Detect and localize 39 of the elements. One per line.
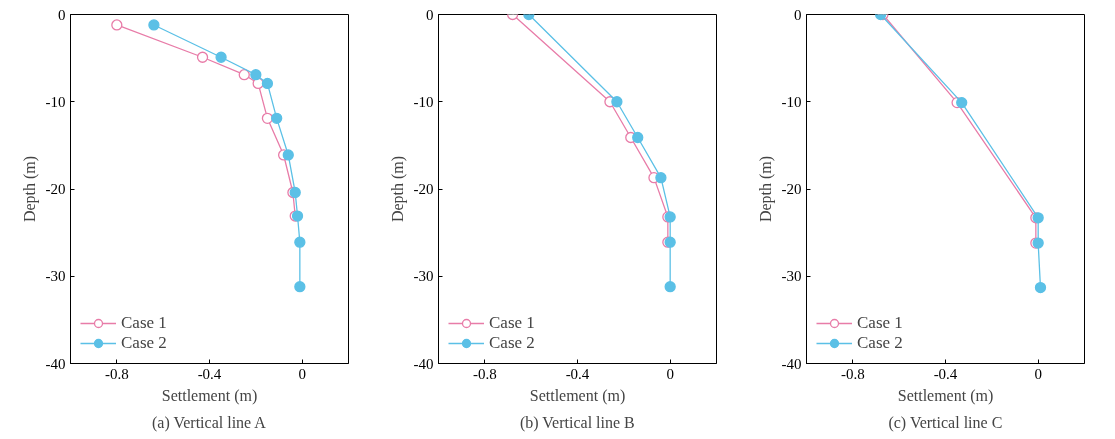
y-tick-label: -20: [781, 181, 802, 197]
legend-label: Case 1: [121, 313, 167, 333]
x-tick-label: -0.4: [933, 365, 958, 382]
y-axis-title: Depth (m): [756, 155, 775, 223]
text: (c) Vertical line C: [888, 413, 1003, 432]
text: (b) Vertical line B: [519, 413, 635, 432]
legend-label: Case 2: [121, 333, 167, 353]
legend-label: Case 1: [857, 313, 903, 333]
y-tick-label: -10: [45, 93, 66, 110]
x-tick-label: 0: [1034, 365, 1042, 382]
y-tick-label: -20: [45, 181, 66, 197]
y-tick-label: -20: [413, 181, 434, 197]
x-tick-label: -0.8: [472, 365, 497, 382]
y-tick-label: -10: [413, 93, 434, 110]
y-tick-label: -40: [45, 355, 66, 372]
y-tick-label: 0: [426, 6, 434, 23]
x-axis-title: Settlement (m): [161, 386, 258, 405]
x-tick-label: -0.8: [104, 365, 129, 382]
y-tick-label: 0: [794, 6, 802, 23]
y-axis-title: Depth (m): [20, 155, 39, 223]
y-tick-label: -30: [45, 268, 66, 285]
y-tick-label: -40: [413, 355, 434, 372]
y-axis-title: Depth (m): [388, 155, 407, 223]
y-tick-label: -30: [781, 268, 802, 285]
text: (a) Vertical line A: [151, 413, 267, 432]
x-tick-label: -0.8: [840, 365, 865, 382]
y-tick-label: 0: [58, 6, 66, 23]
y-tick-label: -40: [781, 355, 802, 372]
x-tick-label: 0: [298, 365, 306, 382]
x-tick-label: -0.4: [197, 365, 222, 382]
x-tick-label: 0: [666, 365, 674, 382]
legend-label: Case 2: [857, 333, 903, 353]
y-tick-label: -10: [781, 93, 802, 110]
x-tick-label: -0.4: [565, 365, 590, 382]
y-tick-label: -30: [413, 268, 434, 285]
legend-label: Case 2: [489, 333, 535, 353]
legend-label: Case 1: [489, 313, 535, 333]
x-axis-title: Settlement (m): [529, 386, 626, 405]
x-axis-title: Settlement (m): [897, 386, 994, 405]
